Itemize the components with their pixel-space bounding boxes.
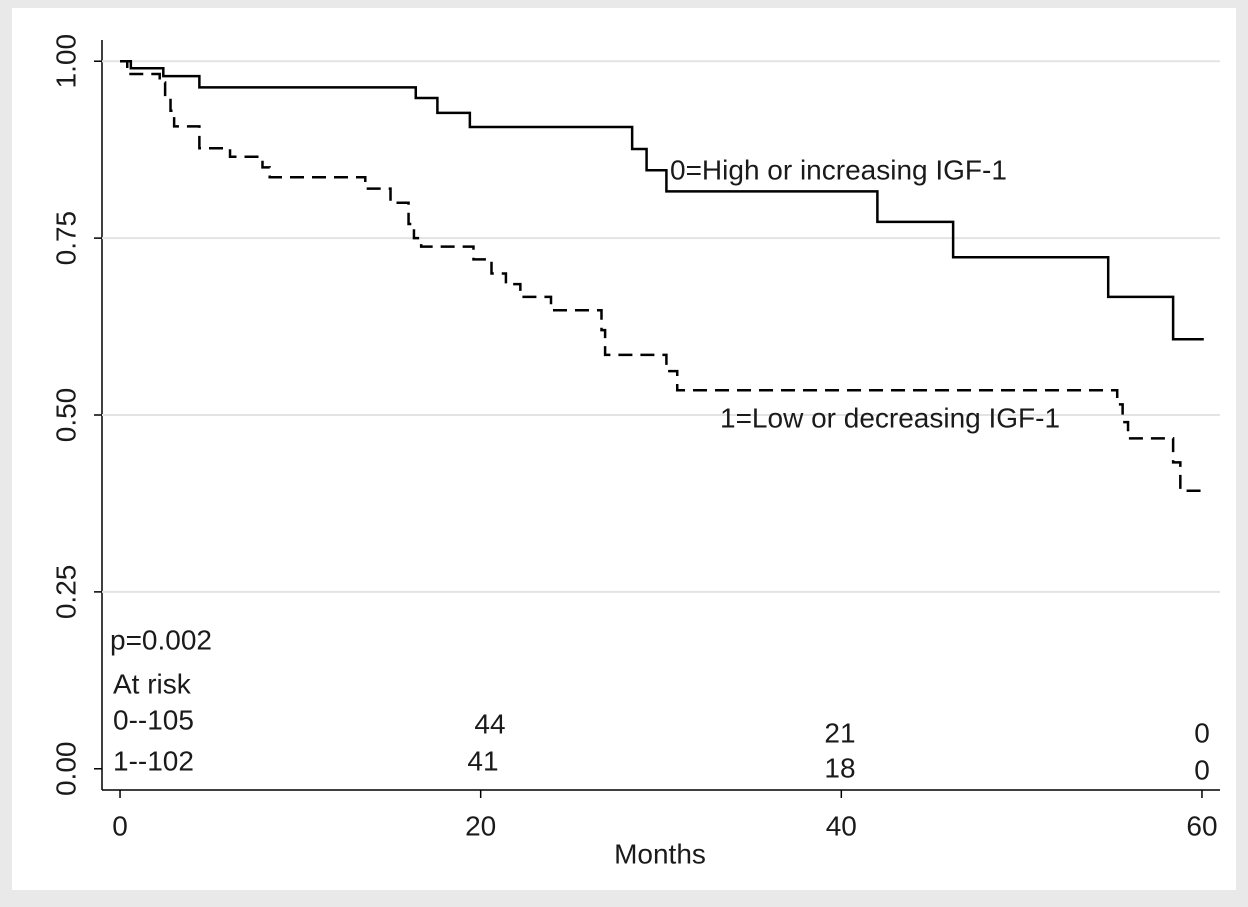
y-tick-label: 0.00 bbox=[50, 742, 81, 797]
risk-count: 41 bbox=[467, 745, 498, 776]
x-tick-label: 20 bbox=[465, 810, 496, 841]
risk-row-label: 1--102 bbox=[113, 745, 194, 776]
y-tick-label: 0.50 bbox=[50, 388, 81, 443]
x-tick-label: 60 bbox=[1186, 810, 1217, 841]
x-axis-label: Months bbox=[614, 838, 706, 869]
annotation: p=0.002 bbox=[110, 624, 212, 655]
y-tick-label: 1.00 bbox=[50, 34, 81, 88]
risk-count: 18 bbox=[824, 752, 855, 783]
curve-label: 0=High or increasing IGF-1 bbox=[670, 154, 1007, 185]
risk-count: 0 bbox=[1194, 717, 1210, 748]
x-tick-label: 40 bbox=[826, 810, 857, 841]
risk-count: 21 bbox=[824, 717, 855, 748]
risk-count: 44 bbox=[474, 708, 505, 739]
risk-count: 0 bbox=[1194, 754, 1210, 785]
curve-label: 1=Low or decreasing IGF-1 bbox=[720, 402, 1060, 433]
survival-curve bbox=[120, 59, 1202, 492]
y-tick-label: 0.75 bbox=[50, 211, 81, 266]
survival-curve bbox=[120, 59, 1204, 341]
plot-region bbox=[12, 8, 1236, 890]
x-tick-label: 0 bbox=[112, 810, 128, 841]
risk-row-label: 0--105 bbox=[113, 704, 194, 735]
y-tick-label: 0.25 bbox=[50, 565, 81, 620]
risk-title: At risk bbox=[113, 668, 192, 699]
